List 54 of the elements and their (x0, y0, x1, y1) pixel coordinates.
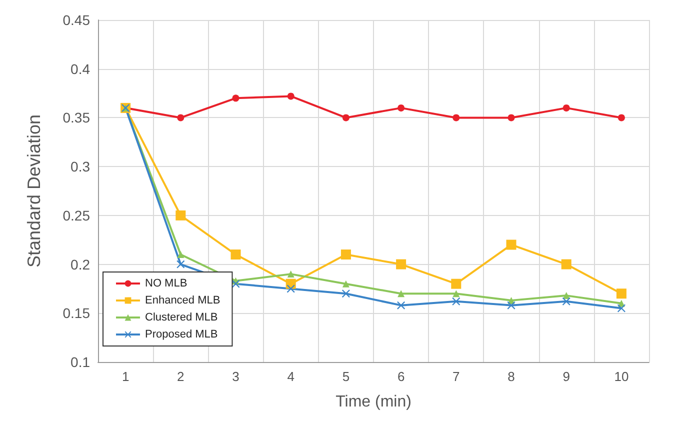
point (176, 210, 186, 220)
y-axis-title: Standard Deviation (24, 114, 44, 268)
point (562, 297, 570, 306)
point (342, 290, 350, 298)
point (340, 250, 351, 260)
y-tick-label: 0.45 (62, 12, 90, 28)
legend-label: NO MLB (145, 278, 188, 290)
point (397, 301, 406, 310)
point (398, 104, 405, 112)
point (616, 288, 626, 299)
x-axis-title: Time (min) (336, 394, 412, 410)
x-tick-label: 2 (177, 369, 184, 384)
x-tick-label: 5 (342, 369, 350, 384)
y-tick-label: 0.4 (70, 60, 90, 77)
legend-label: Proposed MLB (145, 328, 218, 340)
point (506, 240, 516, 250)
point (232, 94, 240, 102)
y-tick-label: 0.15 (62, 305, 90, 322)
point (177, 251, 184, 258)
point (451, 278, 462, 289)
x-tick-label: 8 (508, 369, 515, 384)
x-tick-label: 1 (122, 369, 130, 384)
y-tick-label: 0.35 (62, 110, 90, 126)
point (398, 290, 405, 298)
point (618, 114, 625, 122)
point (452, 290, 460, 298)
y-tick-label: 0.3 (70, 158, 90, 175)
point (507, 301, 516, 310)
point (287, 92, 294, 100)
point (287, 270, 294, 278)
point (562, 104, 570, 112)
x-tick-label: 7 (452, 369, 460, 384)
x-tick-label: 9 (562, 369, 570, 384)
point (508, 114, 515, 122)
x-tick-label: 6 (397, 369, 405, 384)
point (286, 284, 295, 293)
x-tick-label: 3 (232, 369, 240, 384)
point (396, 259, 406, 270)
y-tick-label: 0.2 (70, 256, 90, 272)
point (452, 114, 460, 122)
x-tick-label: 4 (287, 369, 294, 384)
y-tick-label: 0.1 (70, 354, 90, 370)
legend-label: Enhanced MLB (145, 294, 220, 306)
point (177, 114, 184, 122)
y-tick-label: 0.25 (62, 207, 90, 224)
x-tick-label: 10 (614, 369, 629, 384)
legend-label: Clustered MLB (145, 312, 218, 324)
point (342, 280, 350, 288)
point (176, 260, 185, 268)
point (342, 114, 350, 122)
point (617, 304, 626, 312)
point (561, 259, 572, 270)
point (452, 297, 460, 306)
point (230, 250, 241, 260)
